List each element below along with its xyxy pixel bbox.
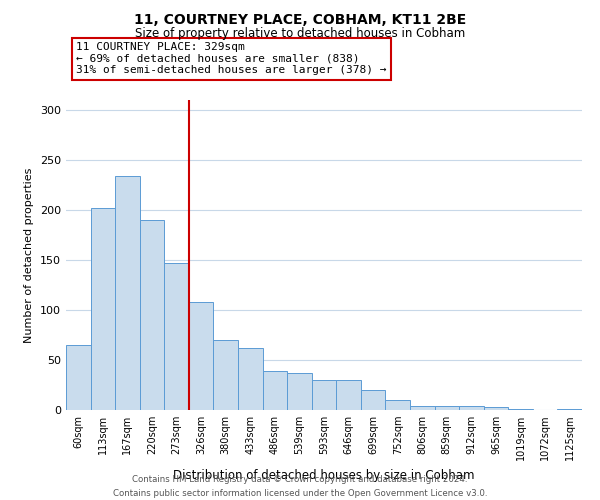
X-axis label: Distribution of detached houses by size in Cobham: Distribution of detached houses by size … <box>173 468 475 481</box>
Bar <box>287 373 312 410</box>
Bar <box>508 409 533 410</box>
Text: 11, COURTNEY PLACE, COBHAM, KT11 2BE: 11, COURTNEY PLACE, COBHAM, KT11 2BE <box>134 12 466 26</box>
Bar <box>91 208 115 410</box>
Bar <box>434 406 459 410</box>
Bar <box>312 380 336 410</box>
Bar <box>336 380 361 410</box>
Bar <box>66 345 91 410</box>
Text: Size of property relative to detached houses in Cobham: Size of property relative to detached ho… <box>135 28 465 40</box>
Y-axis label: Number of detached properties: Number of detached properties <box>25 168 34 342</box>
Bar <box>385 400 410 410</box>
Text: 11 COURTNEY PLACE: 329sqm
← 69% of detached houses are smaller (838)
31% of semi: 11 COURTNEY PLACE: 329sqm ← 69% of detac… <box>76 42 387 75</box>
Bar <box>164 263 189 410</box>
Bar <box>115 176 140 410</box>
Bar <box>484 407 508 410</box>
Bar <box>140 220 164 410</box>
Text: Contains HM Land Registry data © Crown copyright and database right 2024.
Contai: Contains HM Land Registry data © Crown c… <box>113 476 487 498</box>
Bar <box>214 340 238 410</box>
Bar <box>410 406 434 410</box>
Bar <box>557 409 582 410</box>
Bar <box>238 348 263 410</box>
Bar <box>361 390 385 410</box>
Bar <box>459 406 484 410</box>
Bar <box>263 371 287 410</box>
Bar <box>189 302 214 410</box>
